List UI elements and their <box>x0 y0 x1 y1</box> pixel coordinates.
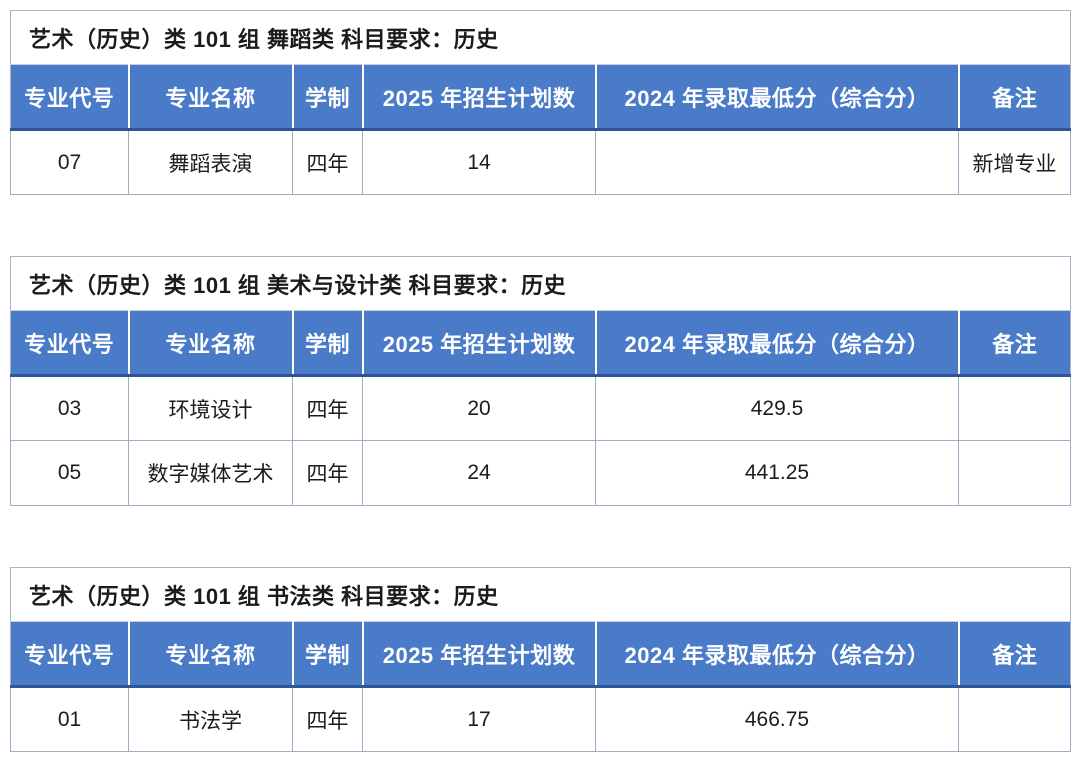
cell-major-name: 环境设计 <box>128 375 293 441</box>
cell-major-code: 01 <box>10 686 129 752</box>
table-title: 艺术（历史）类 101 组 书法类 科目要求：历史 <box>9 567 1072 622</box>
column-header-major-code: 专业代号 <box>10 64 130 131</box>
column-header-min-score-2024: 2024 年录取最低分（综合分） <box>594 621 960 688</box>
cell-min-score-2024 <box>595 129 959 195</box>
column-header-min-score-2024: 2024 年录取最低分（综合分） <box>594 64 960 131</box>
cell-min-score-2024: 429.5 <box>595 375 959 441</box>
cell-remarks <box>957 375 1072 441</box>
column-header-remarks: 备注 <box>957 310 1072 377</box>
admissions-table-art-design: 艺术（历史）类 101 组 美术与设计类 科目要求：历史 专业代号 专业名称 学… <box>9 256 1072 506</box>
cell-plan-2025: 24 <box>362 440 596 506</box>
column-header-duration: 学制 <box>291 621 364 688</box>
column-header-min-score-2024: 2024 年录取最低分（综合分） <box>594 310 960 377</box>
cell-remarks <box>957 440 1072 506</box>
cell-major-code: 03 <box>10 375 129 441</box>
column-header-major-name: 专业名称 <box>127 64 294 131</box>
cell-major-code: 05 <box>10 440 129 506</box>
column-header-major-name: 专业名称 <box>127 621 294 688</box>
cell-major-name: 舞蹈表演 <box>128 129 293 195</box>
admissions-table-calligraphy: 艺术（历史）类 101 组 书法类 科目要求：历史 专业代号 专业名称 学制 2… <box>9 567 1072 752</box>
table-row: 07 舞蹈表演 四年 14 新增专业 <box>10 129 1072 195</box>
table-title: 艺术（历史）类 101 组 舞蹈类 科目要求：历史 <box>9 10 1072 65</box>
cell-major-name: 数字媒体艺术 <box>128 440 293 506</box>
table-title-row: 艺术（历史）类 101 组 舞蹈类 科目要求：历史 <box>9 10 1072 65</box>
document-body: 艺术（历史）类 101 组 舞蹈类 科目要求：历史 专业代号 专业名称 学制 2… <box>9 10 1072 752</box>
cell-major-name: 书法学 <box>128 686 293 752</box>
cell-plan-2025: 17 <box>362 686 596 752</box>
cell-duration: 四年 <box>292 440 363 506</box>
cell-remarks: 新增专业 <box>957 129 1072 195</box>
table-row: 03 环境设计 四年 20 429.5 <box>10 375 1072 441</box>
table-title: 艺术（历史）类 101 组 美术与设计类 科目要求：历史 <box>9 256 1072 311</box>
table-row: 05 数字媒体艺术 四年 24 441.25 <box>10 440 1072 506</box>
cell-duration: 四年 <box>292 375 363 441</box>
cell-plan-2025: 20 <box>362 375 596 441</box>
cell-duration: 四年 <box>292 686 363 752</box>
column-header-plan-2025: 2025 年招生计划数 <box>361 310 597 377</box>
cell-remarks <box>957 686 1072 752</box>
column-header-row: 专业代号 专业名称 学制 2025 年招生计划数 2024 年录取最低分（综合分… <box>10 310 1072 377</box>
column-header-major-code: 专业代号 <box>10 310 130 377</box>
column-header-plan-2025: 2025 年招生计划数 <box>361 621 597 688</box>
table-title-row: 艺术（历史）类 101 组 书法类 科目要求：历史 <box>9 567 1072 622</box>
cell-duration: 四年 <box>292 129 363 195</box>
cell-major-code: 07 <box>10 129 129 195</box>
cell-plan-2025: 14 <box>362 129 596 195</box>
column-header-row: 专业代号 专业名称 学制 2025 年招生计划数 2024 年录取最低分（综合分… <box>10 64 1072 131</box>
cell-min-score-2024: 466.75 <box>595 686 959 752</box>
cell-min-score-2024: 441.25 <box>595 440 959 506</box>
column-header-row: 专业代号 专业名称 学制 2025 年招生计划数 2024 年录取最低分（综合分… <box>10 621 1072 688</box>
column-header-remarks: 备注 <box>957 621 1072 688</box>
column-header-major-name: 专业名称 <box>127 310 294 377</box>
column-header-duration: 学制 <box>291 64 364 131</box>
column-header-plan-2025: 2025 年招生计划数 <box>361 64 597 131</box>
column-header-duration: 学制 <box>291 310 364 377</box>
column-header-major-code: 专业代号 <box>10 621 130 688</box>
table-row: 01 书法学 四年 17 466.75 <box>10 686 1072 752</box>
table-title-row: 艺术（历史）类 101 组 美术与设计类 科目要求：历史 <box>9 256 1072 311</box>
column-header-remarks: 备注 <box>957 64 1072 131</box>
admissions-table-dance: 艺术（历史）类 101 组 舞蹈类 科目要求：历史 专业代号 专业名称 学制 2… <box>9 10 1072 195</box>
